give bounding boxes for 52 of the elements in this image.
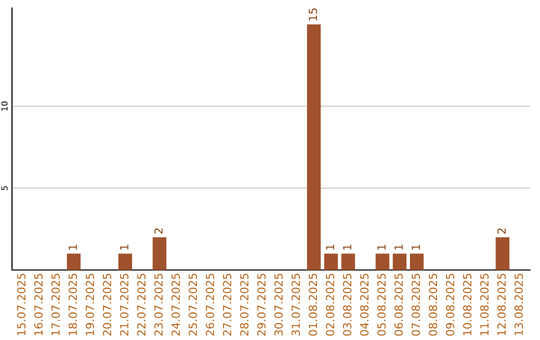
x-tick-label: 31.07.2025	[292, 274, 300, 336]
x-tick-label: 18.07.2025	[68, 274, 77, 336]
bar	[324, 254, 338, 270]
x-tick-label: 17.07.2025	[51, 274, 60, 336]
x-tick-label: 28.07.2025	[240, 274, 248, 336]
x-tick-label: 26.07.2025	[206, 274, 214, 336]
bar	[392, 254, 407, 270]
x-tick-label: 22.07.2025	[137, 274, 146, 336]
x-tick-label: 01.08.2025	[308, 274, 318, 336]
bar	[410, 254, 424, 270]
bar	[376, 254, 390, 270]
x-tick-label: 07.08.2025	[412, 274, 420, 336]
x-tick-label: 27.07.2025	[222, 274, 232, 336]
bar	[66, 254, 81, 270]
x-tick-label: 02.08.2025	[326, 274, 334, 336]
bar	[496, 237, 510, 270]
x-tick-label: 15.07.2025	[17, 274, 26, 336]
x-tick-label: 13.08.2025	[514, 274, 523, 336]
data-label: 15	[308, 8, 318, 20]
x-tick-label: 12.08.2025	[497, 274, 506, 336]
x-tick-label: 24.07.2025	[171, 274, 180, 336]
data-label: 1	[68, 244, 77, 250]
y-tick-label: 5	[1, 186, 8, 190]
data-label: 1	[394, 244, 403, 250]
x-tick-label: 29.07.2025	[257, 274, 266, 336]
data-label: 1	[326, 244, 334, 250]
data-label: 1	[412, 244, 420, 250]
x-tick-label: 10.08.2025	[463, 274, 472, 336]
x-tick-label: 05.08.2025	[377, 274, 386, 336]
bar	[118, 254, 132, 270]
bar	[152, 237, 166, 270]
x-tick-label: 19.07.2025	[86, 274, 94, 336]
x-tick-label: 11.08.2025	[480, 274, 489, 336]
x-tick-label: 23.07.2025	[154, 274, 163, 336]
x-tick-label: 20.07.2025	[102, 274, 112, 336]
data-label: 1	[377, 244, 386, 250]
data-label: 1	[343, 244, 352, 250]
x-tick-label: 25.07.2025	[188, 274, 198, 336]
x-tick-label: 06.08.2025	[394, 274, 403, 336]
data-label: 2	[497, 228, 506, 234]
y-tick-label: 10	[1, 102, 8, 111]
data-label: 1	[120, 244, 128, 250]
x-tick-label: 16.07.2025	[34, 274, 43, 336]
x-tick-label: 08.08.2025	[428, 274, 438, 336]
x-tick-label: 04.08.2025	[360, 274, 369, 336]
x-tick-label: 03.08.2025	[343, 274, 352, 336]
data-label: 2	[154, 228, 163, 234]
x-tick-label: 09.08.2025	[446, 274, 454, 336]
bar	[341, 254, 356, 270]
bar	[307, 24, 321, 270]
x-tick-label: 30.07.2025	[274, 274, 283, 336]
x-tick-label: 21.07.2025	[120, 274, 128, 336]
